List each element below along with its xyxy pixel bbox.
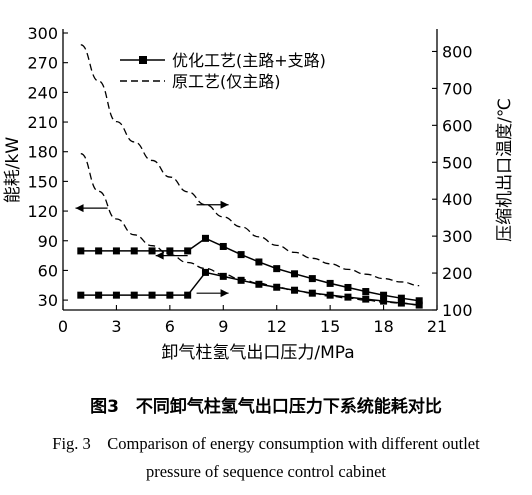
x-tick-label: 15 xyxy=(320,317,340,336)
legend-label-optimized: 优化工艺(主路+支路) xyxy=(172,51,326,70)
series-point-optimized-right xyxy=(380,291,388,299)
series-point-optimized-left xyxy=(397,299,405,307)
series-point-optimized-left xyxy=(380,297,388,305)
series-point-optimized-right xyxy=(344,283,352,291)
axis-indicator-arrowhead xyxy=(75,204,84,213)
series-point-optimized-left xyxy=(344,293,352,301)
chart-legend: 优化工艺(主路+支路) 原工艺(仅主路) xyxy=(120,51,326,91)
series-point-optimized-right xyxy=(308,275,316,283)
axis-indicator-arrowhead xyxy=(220,289,229,298)
y-right-tick-label: 200 xyxy=(442,264,473,283)
series-point-optimized-right xyxy=(148,247,156,255)
series-point-optimized-left xyxy=(326,291,334,299)
series-point-optimized-left xyxy=(166,291,174,299)
series-point-optimized-right xyxy=(397,294,405,302)
y-left-tick-label: 150 xyxy=(27,172,58,191)
series-point-optimized-left xyxy=(362,295,370,303)
y-right-tick-label: 600 xyxy=(442,116,473,135)
y-left-tick-label: 210 xyxy=(27,113,58,132)
figure-caption-english-line2: pressure of sequence control cabinet xyxy=(145,462,387,481)
y-right-tick-label: 700 xyxy=(442,79,473,98)
chart-axes xyxy=(62,29,438,311)
series-point-optimized-left xyxy=(255,280,263,288)
x-tick-label: 21 xyxy=(427,317,447,336)
series-point-optimized-left xyxy=(219,272,227,280)
x-axis-label: 卸气柱氢气出口压力/MPa xyxy=(161,343,354,363)
figure-caption-chinese: 图3 不同卸气柱氢气出口压力下系统能耗对比 xyxy=(90,397,442,417)
series-point-optimized-left xyxy=(184,291,192,299)
series-point-optimized-right xyxy=(273,265,281,273)
figure-caption-english-line1: Fig. 3 Comparison of energy consumption … xyxy=(52,434,480,453)
x-tick-label: 12 xyxy=(267,317,287,336)
y-right-tick-label: 500 xyxy=(442,153,473,172)
series-point-optimized-left xyxy=(237,276,245,284)
chart-arrows xyxy=(75,200,229,298)
axis-indicator-arrowhead xyxy=(155,251,164,260)
series-point-optimized-right xyxy=(166,247,174,255)
series-point-optimized-right xyxy=(77,247,85,255)
y-right-tick-label: 100 xyxy=(442,301,473,320)
y-left-tick-label: 180 xyxy=(27,143,58,162)
series-point-optimized-right xyxy=(326,279,334,287)
y-left-tick-label: 60 xyxy=(38,261,58,280)
series-point-optimized-right xyxy=(130,247,138,255)
y-left-tick-label: 270 xyxy=(27,54,58,73)
series-point-optimized-left xyxy=(77,291,85,299)
series-point-optimized-right xyxy=(362,288,370,296)
series-point-optimized-right xyxy=(112,247,120,255)
series-point-optimized-left xyxy=(308,289,316,297)
series-point-optimized-right xyxy=(255,258,263,266)
series-point-optimized-right xyxy=(237,251,245,259)
y-left-tick-label: 120 xyxy=(27,202,58,221)
axis-indicator-arrowhead xyxy=(220,200,229,209)
y-right-tick-label: 300 xyxy=(442,227,473,246)
y-left-tick-label: 30 xyxy=(38,291,58,310)
series-line-original-right xyxy=(80,44,420,287)
y-right-tick-label: 400 xyxy=(442,190,473,209)
chart-series xyxy=(77,44,423,309)
series-point-optimized-right xyxy=(201,234,209,242)
legend-label-original: 原工艺(仅主路) xyxy=(172,72,281,91)
chart: 0 3 6 9 12 15 18 21 30 60 90 120 150 180 210 240 270 300 1… xyxy=(3,24,515,363)
series-line-original-left xyxy=(80,153,420,306)
series-point-optimized-left xyxy=(95,291,103,299)
series-point-optimized-left xyxy=(130,291,138,299)
series-point-optimized-right xyxy=(219,242,227,250)
x-tick-label: 0 xyxy=(58,317,68,336)
chart-ticks: 0 3 6 9 12 15 18 21 30 60 90 120 150 180 210 240 270 300 1… xyxy=(27,24,472,336)
series-point-optimized-right xyxy=(291,270,299,278)
series-point-optimized-right xyxy=(95,247,103,255)
y-left-tick-label: 240 xyxy=(27,83,58,102)
x-tick-label: 18 xyxy=(373,317,393,336)
series-point-optimized-left xyxy=(148,291,156,299)
y-right-tick-label: 800 xyxy=(442,42,473,61)
series-point-optimized-left xyxy=(112,291,120,299)
x-tick-label: 9 xyxy=(218,317,228,336)
y-left-tick-label: 300 xyxy=(27,24,58,43)
y-axis-left-label: 能耗/kW xyxy=(3,137,23,204)
series-point-optimized-right xyxy=(184,247,192,255)
series-point-optimized-left xyxy=(201,268,209,276)
x-tick-label: 6 xyxy=(165,317,175,336)
y-left-tick-label: 90 xyxy=(38,232,58,251)
legend-marker-optimized xyxy=(139,56,147,64)
x-tick-label: 3 xyxy=(111,317,121,336)
series-point-optimized-right xyxy=(415,297,423,305)
y-axis-right-label: 压缩机出口温度/℃ xyxy=(495,98,515,242)
